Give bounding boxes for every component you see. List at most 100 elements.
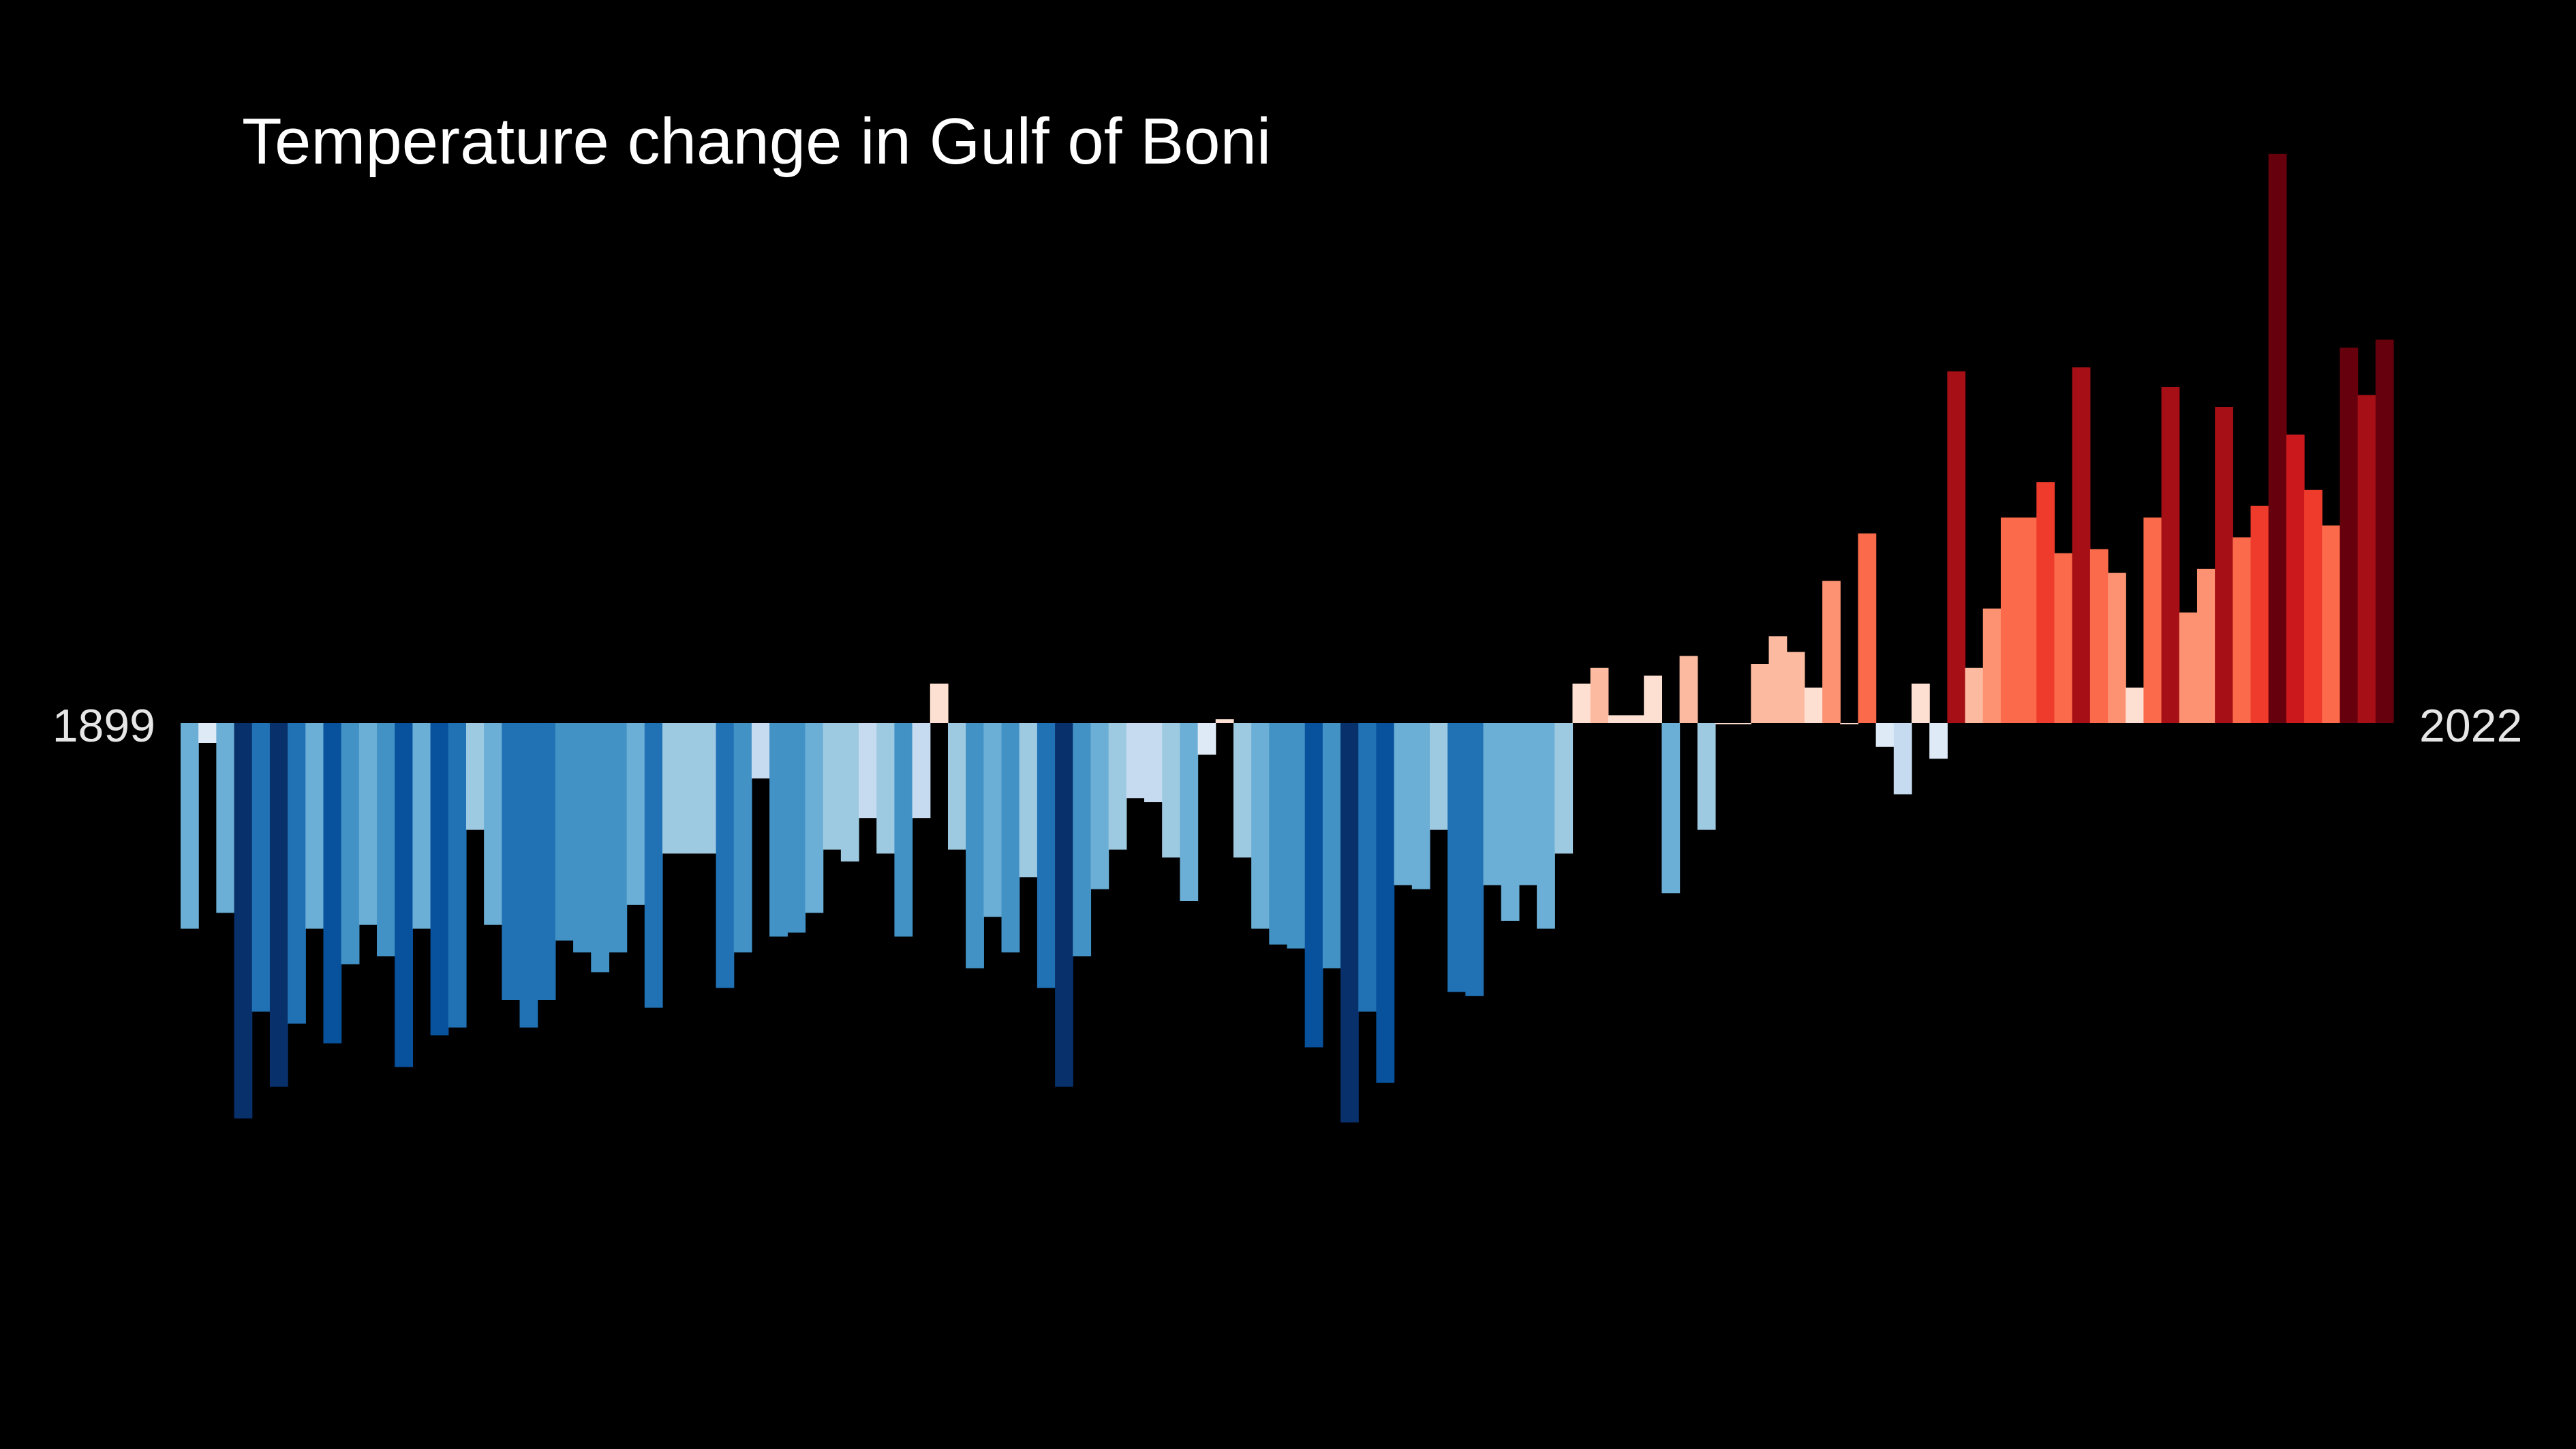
bar-2021 bbox=[2357, 395, 2376, 723]
bar-1922 bbox=[591, 723, 610, 973]
bar-1951 bbox=[1108, 723, 1127, 850]
bar-1978 bbox=[1590, 667, 1609, 723]
bar-1990 bbox=[1804, 687, 1823, 723]
bar-1979 bbox=[1608, 715, 1627, 723]
bar-1927 bbox=[680, 723, 699, 854]
bar-1967 bbox=[1394, 723, 1413, 885]
bar-1949 bbox=[1073, 723, 1092, 957]
bar-1965 bbox=[1358, 723, 1377, 1012]
bar-1988 bbox=[1768, 636, 1788, 723]
bar-1938 bbox=[876, 723, 895, 854]
bar-1917 bbox=[502, 723, 521, 1000]
bar-1959 bbox=[1251, 723, 1270, 929]
bar-1935 bbox=[823, 723, 842, 850]
bar-1940 bbox=[912, 723, 931, 819]
bar-1914 bbox=[448, 723, 467, 1028]
bar-1930 bbox=[733, 723, 752, 953]
bar-1996 bbox=[1911, 684, 1930, 723]
start-year-label: 1899 bbox=[52, 700, 155, 752]
bar-1911 bbox=[395, 723, 414, 1067]
bar-1952 bbox=[1126, 723, 1145, 799]
bar-2004 bbox=[2054, 553, 2073, 723]
bar-1931 bbox=[751, 723, 770, 779]
bar-2018 bbox=[2304, 489, 2322, 723]
bar-2017 bbox=[2286, 434, 2305, 723]
bar-1998 bbox=[1947, 371, 1966, 723]
bar-1912 bbox=[412, 723, 431, 929]
bar-1932 bbox=[769, 723, 788, 937]
bar-1933 bbox=[787, 723, 806, 933]
bar-2008 bbox=[2126, 687, 2145, 723]
bar-1972 bbox=[1483, 723, 1502, 885]
bar-2013 bbox=[2215, 407, 2233, 723]
bar-1955 bbox=[1180, 723, 1199, 901]
bar-1908 bbox=[341, 723, 360, 964]
bar-1992 bbox=[1840, 723, 1859, 724]
bar-2014 bbox=[2233, 537, 2252, 723]
bar-1950 bbox=[1090, 723, 1109, 889]
bar-1909 bbox=[358, 723, 378, 925]
bar-1934 bbox=[805, 723, 824, 913]
bar-1957 bbox=[1215, 719, 1234, 723]
bar-1942 bbox=[947, 723, 966, 850]
bar-1946 bbox=[1019, 723, 1038, 878]
bar-1962 bbox=[1304, 723, 1323, 1048]
bar-1986 bbox=[1733, 723, 1751, 724]
bar-2003 bbox=[2036, 482, 2055, 723]
bar-1913 bbox=[430, 723, 449, 1036]
bar-2002 bbox=[2019, 517, 2037, 723]
bar-1969 bbox=[1429, 723, 1448, 830]
bar-1977 bbox=[1572, 684, 1591, 723]
bar-1923 bbox=[609, 723, 628, 953]
bar-1947 bbox=[1037, 723, 1056, 988]
bar-1976 bbox=[1554, 723, 1574, 854]
bar-1901 bbox=[216, 723, 235, 913]
bar-2005 bbox=[2072, 367, 2091, 723]
bar-2009 bbox=[2143, 517, 2162, 723]
bar-1974 bbox=[1518, 723, 1537, 885]
bar-1973 bbox=[1501, 723, 1520, 921]
bar-2001 bbox=[2000, 517, 2019, 723]
bar-1984 bbox=[1697, 723, 1716, 830]
bar-1899 bbox=[181, 723, 199, 929]
bar-2022 bbox=[2375, 339, 2394, 723]
bar-1960 bbox=[1269, 723, 1288, 945]
bar-1906 bbox=[305, 723, 324, 929]
end-year-label: 2022 bbox=[2419, 700, 2522, 752]
bar-1936 bbox=[840, 723, 859, 861]
bar-2019 bbox=[2322, 525, 2341, 723]
bar-1983 bbox=[1679, 656, 1698, 723]
bar-1904 bbox=[269, 723, 288, 1087]
bar-1939 bbox=[894, 723, 913, 937]
bar-1905 bbox=[288, 723, 306, 1024]
bar-1981 bbox=[1644, 675, 1662, 723]
bar-1953 bbox=[1144, 723, 1163, 802]
bar-1963 bbox=[1322, 723, 1341, 968]
bar-1903 bbox=[251, 723, 271, 1012]
bar-2015 bbox=[2250, 506, 2269, 723]
bar-2012 bbox=[2196, 568, 2215, 723]
bar-1954 bbox=[1162, 723, 1180, 858]
bars-group bbox=[181, 153, 2394, 1123]
bar-1943 bbox=[966, 723, 984, 968]
bar-2007 bbox=[2108, 573, 2126, 723]
bar-2010 bbox=[2161, 387, 2180, 723]
chart-title: Temperature change in Gulf of Boni bbox=[242, 105, 1271, 178]
bar-1918 bbox=[519, 723, 538, 1028]
bar-1915 bbox=[465, 723, 485, 830]
bar-2011 bbox=[2179, 612, 2198, 723]
bar-1919 bbox=[537, 723, 556, 1000]
bar-1941 bbox=[930, 684, 949, 723]
bar-1916 bbox=[484, 723, 502, 925]
bar-1987 bbox=[1751, 664, 1770, 723]
bar-2020 bbox=[2340, 348, 2359, 723]
bar-1902 bbox=[234, 723, 253, 1118]
bar-2000 bbox=[1982, 608, 2002, 723]
bar-1945 bbox=[1001, 723, 1020, 953]
bar-1956 bbox=[1197, 723, 1216, 755]
bar-1928 bbox=[698, 723, 717, 854]
bar-2006 bbox=[2089, 549, 2109, 723]
bar-1997 bbox=[1929, 723, 1948, 759]
bar-1961 bbox=[1287, 723, 1306, 949]
